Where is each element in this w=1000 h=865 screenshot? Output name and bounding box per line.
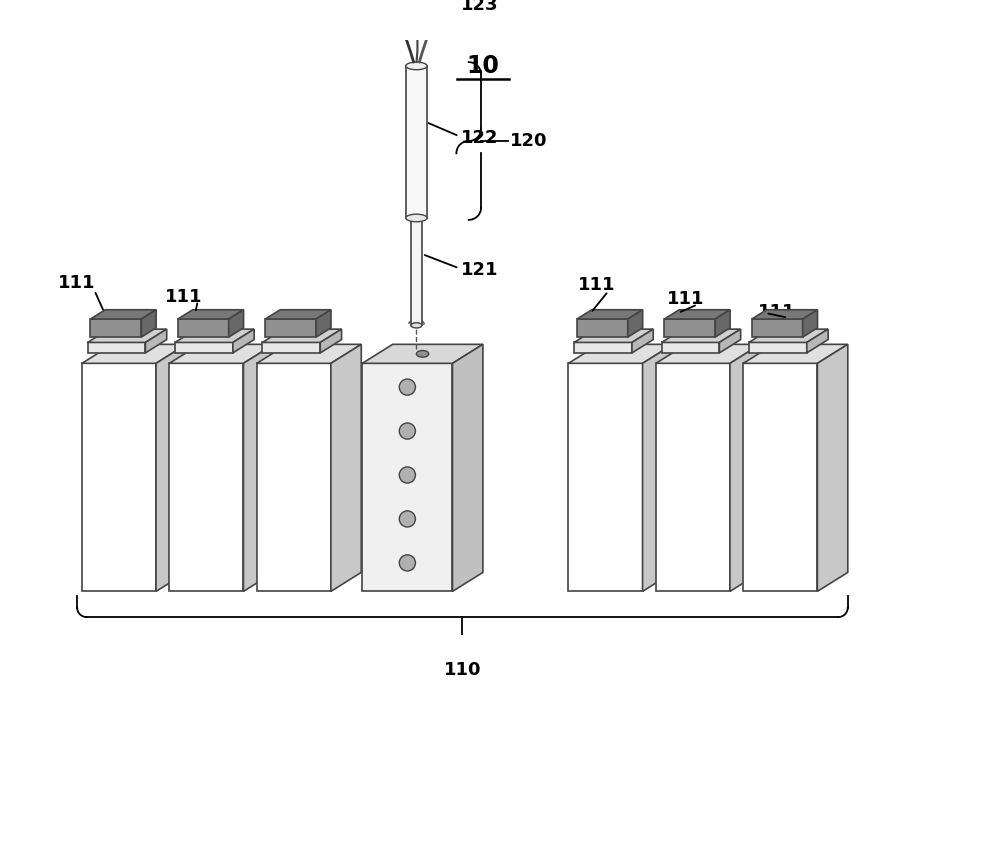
Polygon shape	[90, 319, 141, 337]
Polygon shape	[82, 344, 186, 363]
Polygon shape	[316, 310, 331, 337]
Polygon shape	[752, 310, 818, 319]
Polygon shape	[664, 310, 730, 319]
Polygon shape	[243, 344, 274, 592]
Text: 121: 121	[461, 261, 499, 279]
Circle shape	[399, 379, 415, 395]
Polygon shape	[715, 310, 730, 337]
Polygon shape	[362, 363, 452, 592]
Polygon shape	[656, 363, 730, 592]
Polygon shape	[229, 310, 244, 337]
Polygon shape	[178, 319, 229, 337]
Polygon shape	[577, 310, 643, 319]
Polygon shape	[262, 343, 320, 353]
Polygon shape	[452, 344, 483, 592]
Text: 111: 111	[58, 273, 96, 292]
Polygon shape	[719, 330, 741, 353]
Circle shape	[399, 423, 415, 439]
Circle shape	[399, 554, 415, 571]
Polygon shape	[568, 363, 643, 592]
Polygon shape	[88, 330, 167, 343]
Ellipse shape	[406, 215, 427, 221]
Polygon shape	[568, 344, 673, 363]
Polygon shape	[169, 344, 274, 363]
Polygon shape	[577, 319, 628, 337]
Polygon shape	[82, 363, 156, 592]
Polygon shape	[643, 344, 673, 592]
Text: 111: 111	[165, 288, 202, 306]
Polygon shape	[803, 310, 818, 337]
Polygon shape	[175, 343, 233, 353]
Polygon shape	[411, 216, 422, 325]
Circle shape	[399, 511, 415, 527]
Text: 123: 123	[461, 0, 499, 14]
Polygon shape	[265, 310, 331, 319]
Polygon shape	[156, 344, 186, 592]
Ellipse shape	[411, 214, 422, 219]
Polygon shape	[817, 344, 848, 592]
Polygon shape	[574, 330, 653, 343]
Polygon shape	[730, 344, 760, 592]
Text: 110: 110	[444, 661, 481, 679]
Polygon shape	[632, 330, 653, 353]
Polygon shape	[175, 330, 254, 343]
Text: 111: 111	[667, 290, 705, 308]
Ellipse shape	[411, 323, 422, 328]
Text: 111: 111	[578, 277, 615, 294]
Polygon shape	[257, 363, 331, 592]
Polygon shape	[262, 330, 342, 343]
Polygon shape	[257, 344, 361, 363]
Polygon shape	[743, 344, 848, 363]
Text: 120: 120	[510, 132, 547, 150]
Text: 122: 122	[461, 129, 499, 147]
Polygon shape	[145, 330, 167, 353]
Polygon shape	[574, 343, 632, 353]
Polygon shape	[169, 363, 243, 592]
Polygon shape	[749, 343, 807, 353]
Polygon shape	[656, 344, 760, 363]
Polygon shape	[141, 310, 156, 337]
Polygon shape	[807, 330, 828, 353]
Polygon shape	[265, 319, 316, 337]
Polygon shape	[362, 344, 483, 363]
Polygon shape	[406, 66, 427, 218]
Polygon shape	[233, 330, 254, 353]
Polygon shape	[90, 310, 156, 319]
Polygon shape	[178, 310, 244, 319]
Text: 10: 10	[466, 54, 499, 78]
Polygon shape	[752, 319, 803, 337]
Polygon shape	[662, 330, 741, 343]
Polygon shape	[664, 319, 715, 337]
Ellipse shape	[406, 62, 427, 70]
Polygon shape	[662, 343, 719, 353]
Polygon shape	[743, 363, 817, 592]
Polygon shape	[320, 330, 342, 353]
Ellipse shape	[416, 350, 429, 357]
Polygon shape	[88, 343, 145, 353]
Polygon shape	[628, 310, 643, 337]
Polygon shape	[749, 330, 828, 343]
Polygon shape	[331, 344, 361, 592]
Circle shape	[399, 467, 415, 483]
Text: 111: 111	[758, 303, 795, 321]
